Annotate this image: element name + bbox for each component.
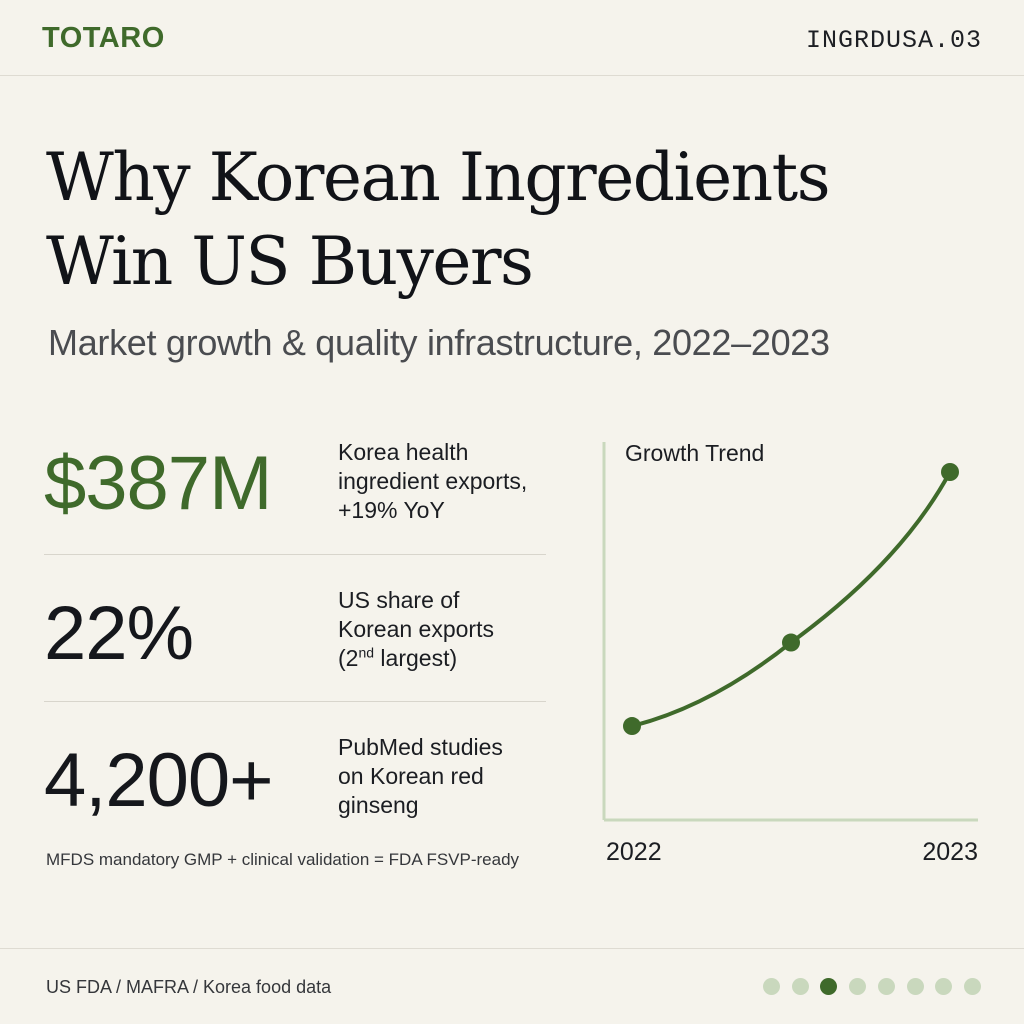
stat-desc-line: PubMed studies bbox=[338, 734, 503, 760]
header: TOTARO INGRDUSA.03 bbox=[0, 0, 1024, 76]
stat-description: US share of Korean exports (2nd largest) bbox=[338, 586, 558, 673]
pagination-dot[interactable] bbox=[963, 978, 981, 995]
source-note: US FDA / MAFRA / Korea food data bbox=[46, 977, 332, 997]
x-tick-label: 2023 bbox=[922, 838, 978, 866]
page-title: Why Korean Ingredients Win US Buyers bbox=[46, 136, 1006, 304]
stat-desc-superscript: nd bbox=[358, 644, 375, 661]
stat-desc-text: (2 bbox=[338, 645, 359, 671]
data-point bbox=[782, 633, 800, 652]
stat-desc-line: ingredient exports, bbox=[338, 468, 528, 494]
page-subtitle: Market growth & quality infrastructure, … bbox=[48, 322, 830, 363]
stat-value: $387M bbox=[44, 441, 272, 526]
stat-value: 4,200+ bbox=[44, 738, 274, 823]
stat-desc-line: (2nd largest) bbox=[338, 644, 558, 673]
pagination-dot-active[interactable] bbox=[820, 978, 838, 995]
growth-trend-chart: Growth Trend 2022 2023 bbox=[602, 440, 978, 866]
data-point bbox=[623, 717, 641, 736]
stat-desc-line: Korea health bbox=[338, 439, 469, 465]
stat-desc-line: ginseng bbox=[338, 792, 419, 818]
stat-description: Korea health ingredient exports, +19% Yo… bbox=[338, 438, 558, 525]
slide-code: INGRDUSA.03 bbox=[805, 26, 982, 55]
chart-title: Growth Trend bbox=[625, 440, 764, 466]
footnote: MFDS mandatory GMP + clinical validation… bbox=[46, 850, 520, 869]
stat-divider bbox=[44, 701, 546, 702]
stat-divider bbox=[44, 554, 546, 555]
brand-logo: TOTARO bbox=[42, 22, 165, 54]
stat-description: PubMed studies on Korean red ginseng bbox=[338, 733, 558, 820]
footer-divider bbox=[0, 948, 1024, 949]
stat-value: 22% bbox=[44, 591, 194, 676]
title-line-1: Why Korean Ingredients bbox=[46, 139, 831, 216]
pagination-dot[interactable] bbox=[849, 978, 867, 995]
pagination-dot[interactable] bbox=[763, 978, 780, 995]
title-line-2: Win US Buyers bbox=[46, 223, 534, 300]
stat-pubmed: 4,200+ PubMed studies on Korean red gins… bbox=[44, 733, 546, 833]
stat-desc-line: US share of bbox=[338, 587, 460, 613]
stat-us-share: 22% US share of Korean exports (2nd larg… bbox=[44, 586, 546, 686]
x-tick-label: 2022 bbox=[606, 838, 662, 866]
data-point bbox=[941, 463, 959, 481]
pagination-dot[interactable] bbox=[791, 978, 809, 995]
stat-desc-line: Korean exports bbox=[338, 616, 494, 642]
series-line bbox=[630, 470, 952, 729]
stat-desc-line: on Korean red bbox=[338, 763, 484, 789]
pagination-dot[interactable] bbox=[906, 978, 924, 995]
stat-desc-line: +19% YoY bbox=[338, 497, 445, 523]
pagination-dot[interactable] bbox=[935, 978, 953, 995]
stat-desc-text: largest) bbox=[374, 645, 458, 671]
data-points bbox=[623, 463, 959, 736]
pagination-dot[interactable] bbox=[877, 978, 895, 995]
stat-exports: $387M Korea health ingredient exports, +… bbox=[44, 438, 546, 538]
